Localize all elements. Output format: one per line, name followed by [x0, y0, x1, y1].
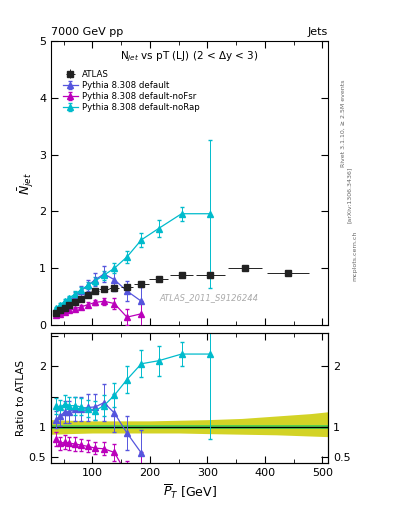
Text: [arXiv:1306.3436]: [arXiv:1306.3436] — [347, 166, 352, 223]
Text: Jets: Jets — [308, 27, 328, 37]
Y-axis label: $\bar{N}_{jet}$: $\bar{N}_{jet}$ — [17, 172, 36, 195]
Y-axis label: Ratio to ATLAS: Ratio to ATLAS — [16, 360, 26, 436]
Text: ATLAS_2011_S9126244: ATLAS_2011_S9126244 — [160, 293, 259, 303]
Text: mcplots.cern.ch: mcplots.cern.ch — [352, 231, 357, 281]
Text: N$_{jet}$ vs pT (LJ) (2 < $\Delta$y < 3): N$_{jet}$ vs pT (LJ) (2 < $\Delta$y < 3) — [121, 50, 259, 64]
Legend: ATLAS, Pythia 8.308 default, Pythia 8.308 default-noFsr, Pythia 8.308 default-no: ATLAS, Pythia 8.308 default, Pythia 8.30… — [61, 68, 201, 114]
X-axis label: $\overline{P}_T$ [GeV]: $\overline{P}_T$ [GeV] — [163, 482, 217, 501]
Text: Rivet 3.1.10, ≥ 2.5M events: Rivet 3.1.10, ≥ 2.5M events — [341, 79, 346, 166]
Text: 7000 GeV pp: 7000 GeV pp — [51, 27, 123, 37]
